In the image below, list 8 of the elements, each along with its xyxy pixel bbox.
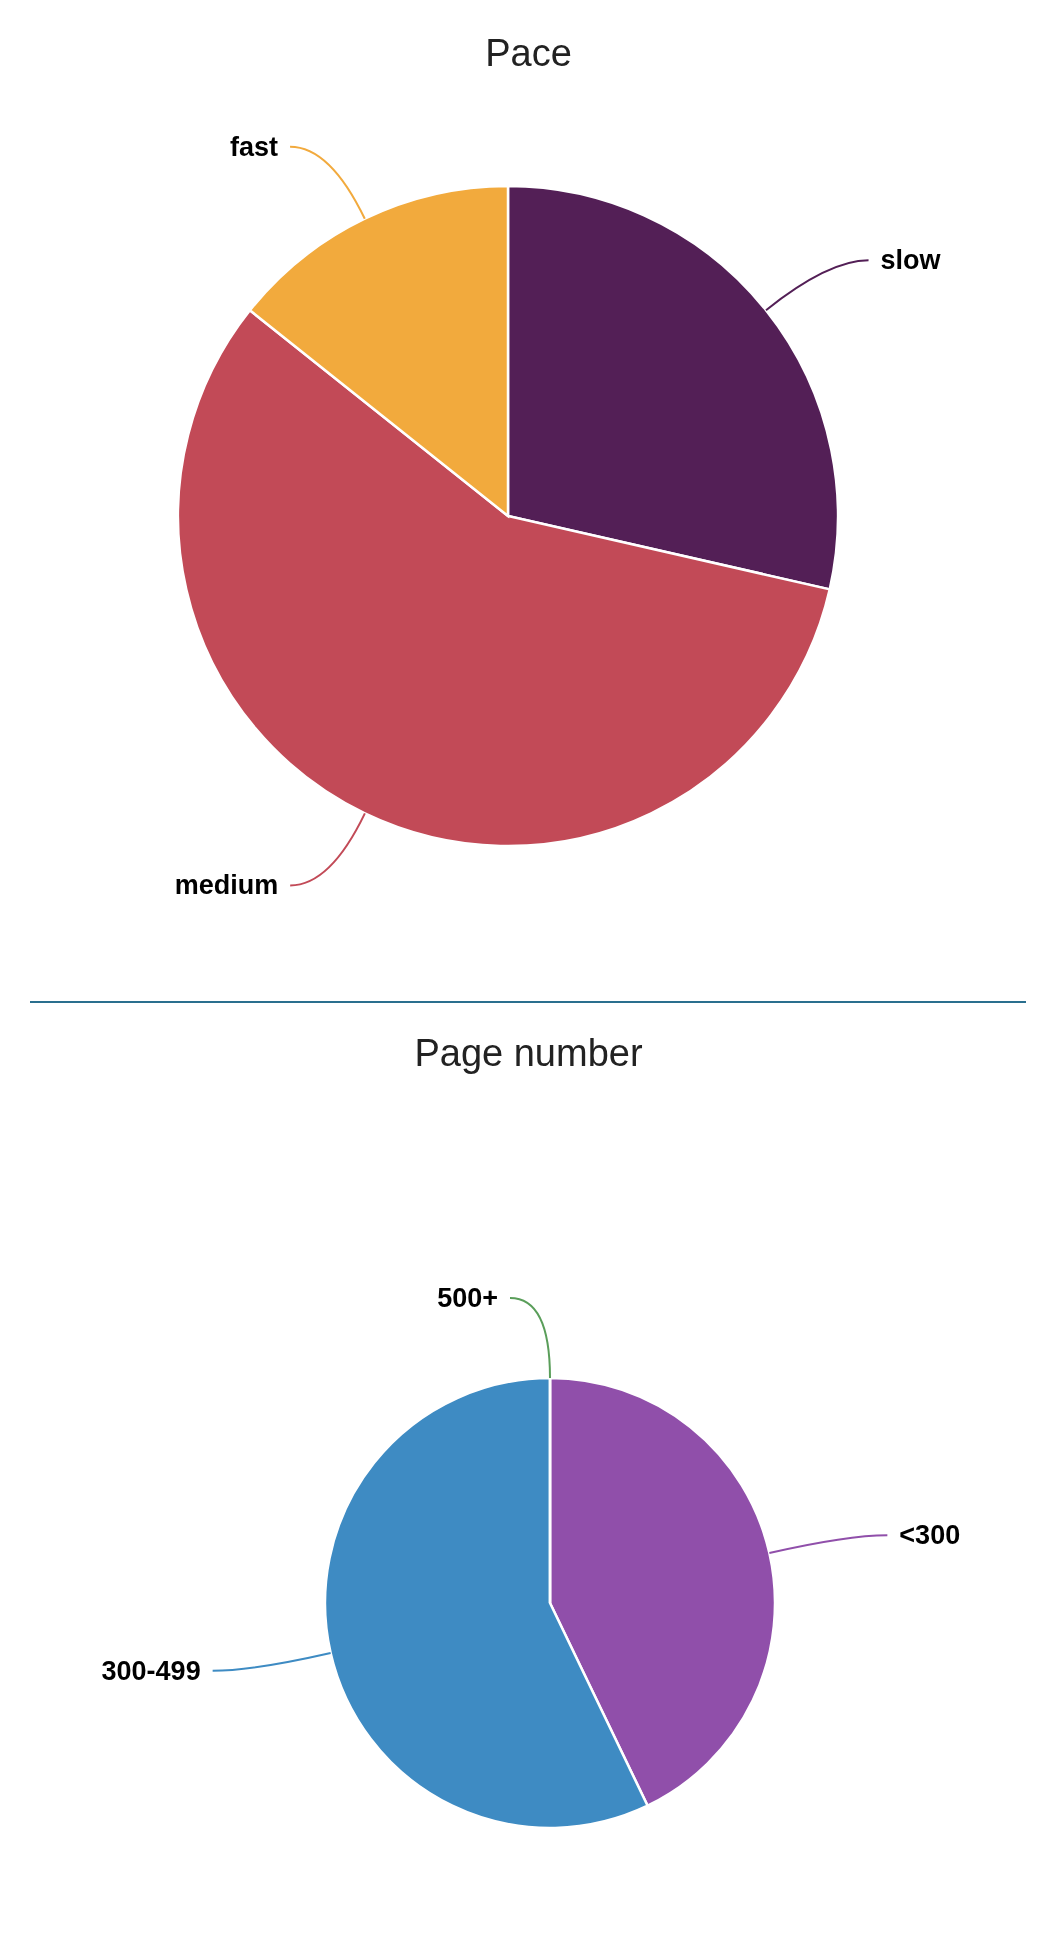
slice-label: fast: [230, 131, 279, 162]
chart-title: Page number: [414, 1032, 643, 1074]
category-label: 500+: [437, 1283, 498, 1313]
chart-title: Pace: [485, 32, 572, 74]
slice-label: medium: [174, 870, 279, 901]
slice-label: <300: [899, 1520, 961, 1551]
slice-label: 300-499: [101, 1655, 201, 1686]
slice-label: slow: [880, 245, 942, 276]
